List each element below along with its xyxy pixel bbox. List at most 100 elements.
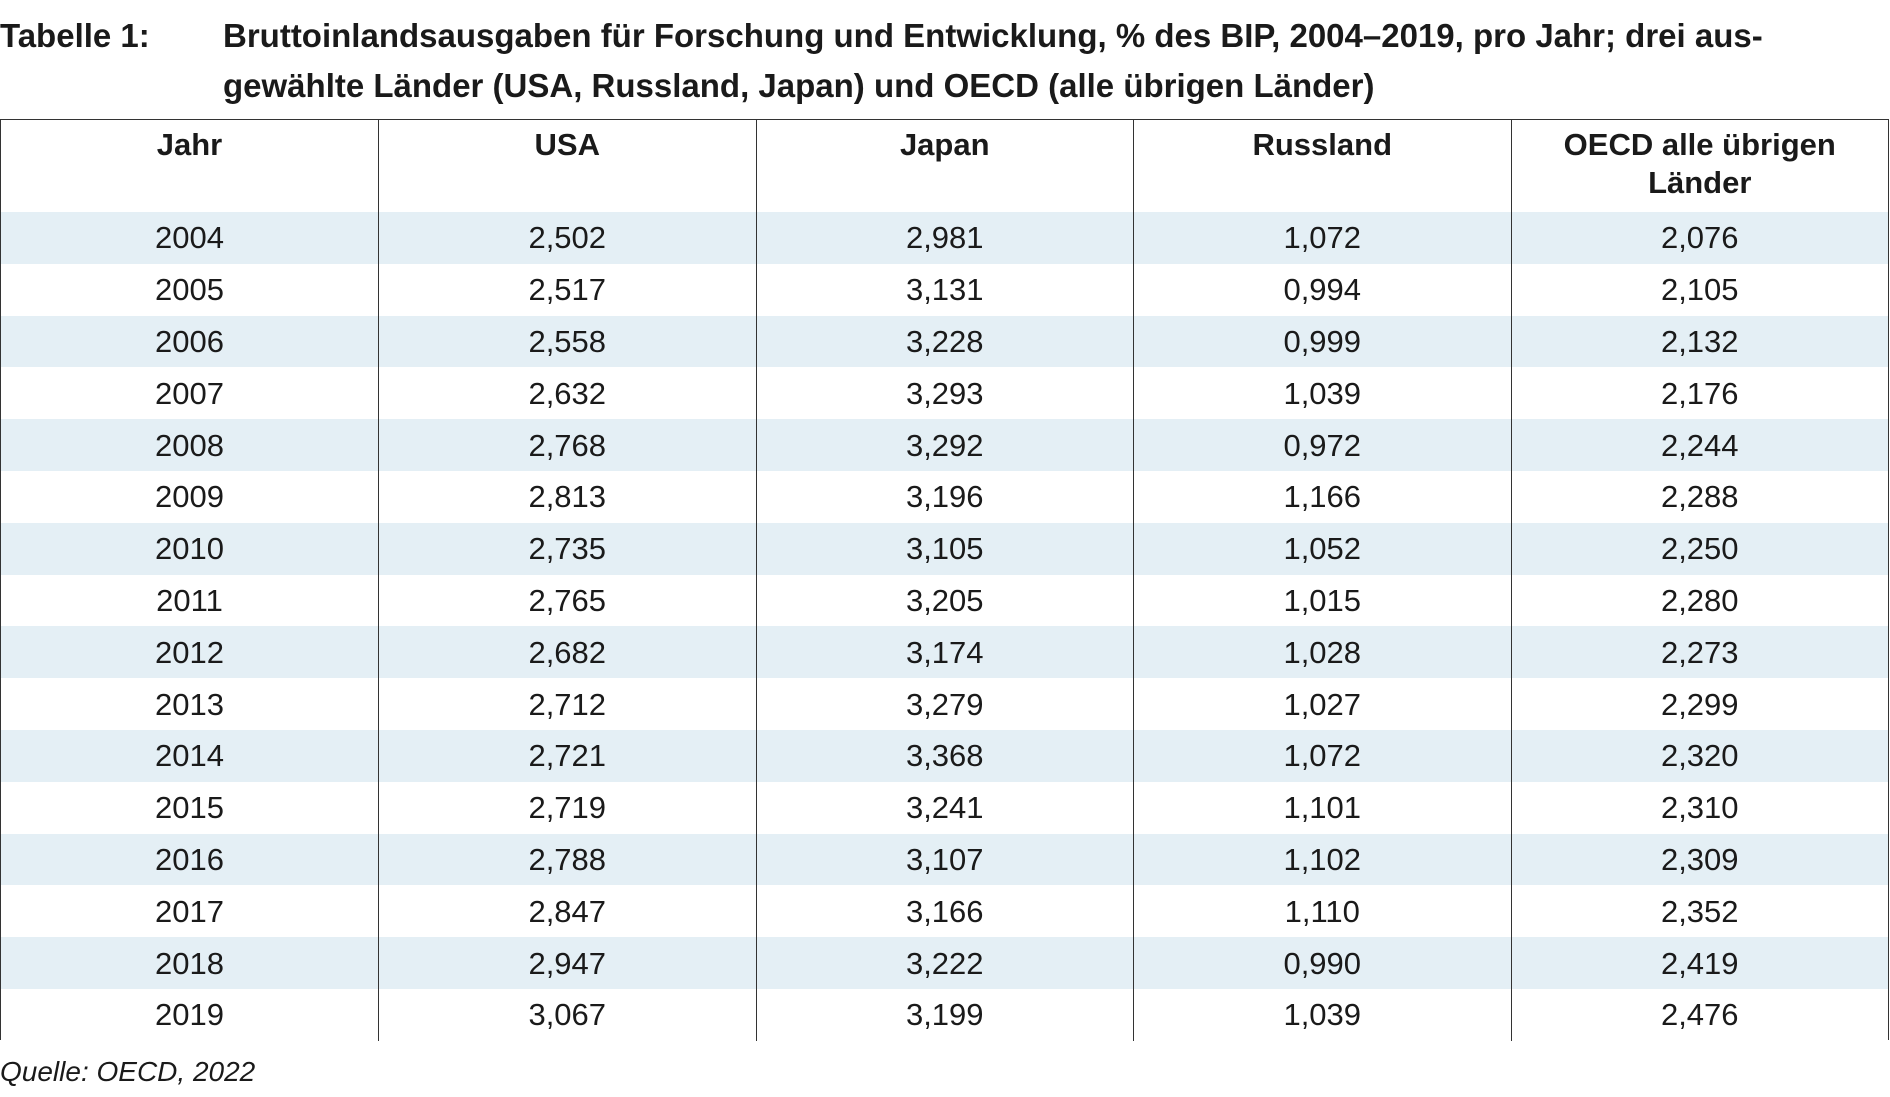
cell-oecd: 2,076: [1510, 212, 1888, 264]
cell-russland: 1,052: [1133, 522, 1511, 575]
cell-russland: 1,072: [1133, 212, 1511, 264]
cell-japan: 3,199: [755, 988, 1134, 1041]
cell-usa: 3,067: [378, 988, 756, 1041]
cell-jahr: 2009: [1, 470, 379, 523]
cell-usa: 2,768: [378, 419, 756, 471]
table-row: 2007 2,632 3,293 1,039 2,176: [1, 367, 1888, 420]
cell-japan: 3,174: [755, 626, 1134, 679]
caption-label: Tabelle 1:: [0, 17, 150, 54]
cell-usa: 2,788: [378, 833, 756, 886]
table-header: Jahr USA Japan Russland OECD alle übrige…: [1, 120, 1888, 212]
cell-japan: 3,228: [755, 315, 1134, 368]
cell-usa: 2,947: [378, 937, 756, 989]
cell-usa: 2,765: [378, 574, 756, 627]
cell-oecd: 2,273: [1510, 626, 1888, 679]
cell-russland: 0,972: [1133, 419, 1511, 471]
cell-jahr: 2015: [1, 781, 379, 834]
cell-jahr: 2004: [1, 212, 379, 264]
cell-japan: 2,981: [755, 212, 1134, 264]
cell-oecd: 2,419: [1510, 937, 1888, 989]
cell-oecd: 2,476: [1510, 988, 1888, 1041]
cell-japan: 3,368: [755, 729, 1134, 782]
data-table: Jahr USA Japan Russland OECD alle übrige…: [1, 120, 1888, 1041]
cell-usa: 2,558: [378, 315, 756, 368]
cell-jahr: 2016: [1, 833, 379, 886]
cell-usa: 2,502: [378, 212, 756, 264]
header-usa: USA: [378, 120, 756, 212]
cell-japan: 3,107: [755, 833, 1134, 886]
cell-jahr: 2013: [1, 678, 379, 730]
header-japan: Japan: [755, 120, 1134, 212]
cell-jahr: 2010: [1, 522, 379, 575]
cell-russland: 1,110: [1133, 885, 1511, 938]
caption-title-line-1: Bruttoinlandsausgaben für Forschung und …: [223, 17, 1763, 54]
cell-russland: 1,027: [1133, 678, 1511, 730]
cell-japan: 3,292: [755, 419, 1134, 471]
header-oecd: OECD alle übrigen Länder: [1510, 120, 1888, 212]
table-row: 2009 2,813 3,196 1,166 2,288: [1, 470, 1888, 523]
cell-russland: 1,039: [1133, 367, 1511, 420]
table-row: 2013 2,712 3,279 1,027 2,299: [1, 678, 1888, 730]
cell-jahr: 2018: [1, 937, 379, 989]
cell-oecd: 2,299: [1510, 678, 1888, 730]
cell-usa: 2,719: [378, 781, 756, 834]
cell-japan: 3,166: [755, 885, 1134, 938]
table-row: 2015 2,719 3,241 1,101 2,310: [1, 781, 1888, 834]
cell-japan: 3,196: [755, 470, 1134, 523]
table-row: 2017 2,847 3,166 1,110 2,352: [1, 885, 1888, 938]
caption-title-line-2: gewählte Länder (USA, Russland, Japan) u…: [223, 67, 1375, 104]
table-row: 2010 2,735 3,105 1,052 2,250: [1, 522, 1888, 575]
table-row: 2018 2,947 3,222 0,990 2,419: [1, 937, 1888, 989]
cell-japan: 3,241: [755, 781, 1134, 834]
header-jahr: Jahr: [156, 127, 223, 162]
cell-jahr: 2012: [1, 626, 379, 679]
table-row: 2019 3,067 3,199 1,039 2,476: [1, 988, 1888, 1041]
cell-oecd: 2,132: [1510, 315, 1888, 368]
cell-usa: 2,813: [378, 470, 756, 523]
cell-japan: 3,205: [755, 574, 1134, 627]
cell-japan: 3,293: [755, 367, 1134, 420]
cell-jahr: 2014: [1, 729, 379, 782]
cell-jahr: 2007: [1, 367, 379, 420]
table-row: 2004 2,502 2,981 1,072 2,076: [1, 212, 1888, 264]
cell-oecd: 2,288: [1510, 470, 1888, 523]
cell-usa: 2,847: [378, 885, 756, 938]
cell-russland: 0,994: [1133, 263, 1511, 316]
cell-oecd: 2,250: [1510, 522, 1888, 575]
cell-usa: 2,721: [378, 729, 756, 782]
cell-usa: 2,632: [378, 367, 756, 420]
cell-oecd: 2,176: [1510, 367, 1888, 420]
cell-russland: 1,072: [1133, 729, 1511, 782]
cell-jahr: 2006: [1, 315, 379, 368]
table-row: 2016 2,788 3,107 1,102 2,309: [1, 833, 1888, 886]
table-row: 2014 2,721 3,368 1,072 2,320: [1, 729, 1888, 782]
cell-usa: 2,712: [378, 678, 756, 730]
cell-oecd: 2,280: [1510, 574, 1888, 627]
cell-russland: 1,102: [1133, 833, 1511, 886]
table-row: 2011 2,765 3,205 1,015 2,280: [1, 574, 1888, 627]
cell-jahr: 2008: [1, 419, 379, 471]
cell-oecd: 2,244: [1510, 419, 1888, 471]
table-body: 2004 2,502 2,981 1,072 2,076 2005 2,517 3,131 0,…: [1, 212, 1888, 1041]
cell-usa: 2,735: [378, 522, 756, 575]
data-table-frame: Jahr USA Japan Russland OECD alle übrige…: [0, 119, 1889, 1041]
cell-usa: 2,517: [378, 263, 756, 316]
cell-jahr: 2011: [1, 574, 379, 627]
table-row: 2006 2,558 3,228 0,999 2,132: [1, 315, 1888, 368]
header-russland: Russland: [1133, 120, 1511, 212]
cell-russland: 1,028: [1133, 626, 1511, 679]
cell-russland: 0,990: [1133, 937, 1511, 989]
table-row: 2005 2,517 3,131 0,994 2,105: [1, 263, 1888, 316]
cell-oecd: 2,320: [1510, 729, 1888, 782]
cell-russland: 0,999: [1133, 315, 1511, 368]
cell-usa: 2,682: [378, 626, 756, 679]
cell-russland: 1,166: [1133, 470, 1511, 523]
cell-oecd: 2,309: [1510, 833, 1888, 886]
cell-japan: 3,279: [755, 678, 1134, 730]
cell-russland: 1,039: [1133, 988, 1511, 1041]
cell-japan: 3,105: [755, 522, 1134, 575]
cell-oecd: 2,310: [1510, 781, 1888, 834]
header-row: Jahr USA Japan Russland OECD alle übrige…: [1, 120, 1888, 212]
cell-japan: 3,222: [755, 937, 1134, 989]
cell-oecd: 2,352: [1510, 885, 1888, 938]
